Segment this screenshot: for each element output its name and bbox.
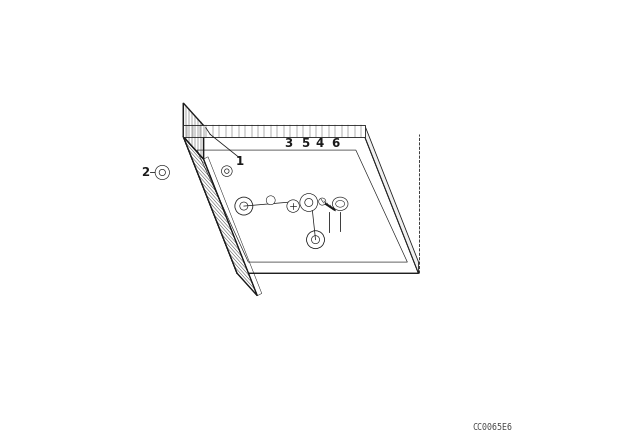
Text: CC0065E6: CC0065E6 — [472, 423, 513, 432]
Circle shape — [300, 194, 317, 211]
Polygon shape — [183, 103, 204, 159]
Polygon shape — [365, 125, 419, 273]
Circle shape — [319, 198, 326, 205]
Polygon shape — [183, 125, 365, 137]
Text: 2: 2 — [141, 166, 149, 180]
Ellipse shape — [332, 197, 348, 211]
Circle shape — [266, 196, 275, 205]
Text: 1: 1 — [236, 155, 243, 168]
Text: 3: 3 — [285, 137, 292, 150]
Circle shape — [287, 200, 300, 212]
Circle shape — [155, 165, 170, 180]
Text: 5: 5 — [301, 137, 309, 150]
Text: 6: 6 — [332, 137, 340, 150]
Polygon shape — [183, 137, 257, 296]
Text: 4: 4 — [316, 137, 324, 150]
Circle shape — [221, 166, 232, 177]
Polygon shape — [183, 137, 419, 273]
